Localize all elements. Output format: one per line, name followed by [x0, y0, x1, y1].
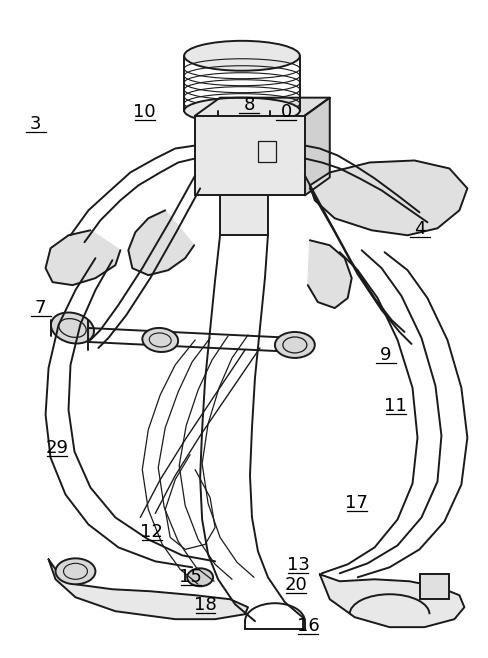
Bar: [258, 141, 275, 163]
Polygon shape: [45, 230, 120, 285]
Text: 3: 3: [30, 115, 41, 134]
Text: 29: 29: [45, 440, 68, 457]
Polygon shape: [304, 97, 329, 195]
Text: 11: 11: [384, 397, 406, 415]
Text: 13: 13: [286, 556, 309, 574]
Ellipse shape: [184, 97, 299, 124]
Text: 0: 0: [280, 103, 291, 122]
Ellipse shape: [274, 332, 314, 358]
Ellipse shape: [142, 328, 178, 352]
Ellipse shape: [51, 313, 94, 343]
Text: 10: 10: [133, 103, 156, 122]
Polygon shape: [307, 240, 351, 308]
Text: 18: 18: [194, 595, 216, 613]
Text: 8: 8: [243, 95, 255, 114]
Text: 9: 9: [379, 346, 391, 365]
Polygon shape: [319, 574, 464, 627]
Text: 16: 16: [296, 617, 319, 634]
Bar: [419, 574, 448, 599]
Polygon shape: [128, 211, 194, 275]
Text: 15: 15: [179, 568, 202, 586]
Text: 17: 17: [345, 494, 367, 512]
Bar: [220, 195, 267, 236]
Ellipse shape: [56, 559, 95, 584]
Text: 7: 7: [35, 299, 46, 317]
Bar: [195, 116, 304, 195]
Text: 4: 4: [413, 220, 425, 238]
Polygon shape: [48, 559, 247, 619]
Text: 20: 20: [284, 576, 306, 594]
Ellipse shape: [187, 569, 213, 586]
Polygon shape: [195, 97, 329, 116]
Text: 12: 12: [140, 523, 163, 542]
Ellipse shape: [184, 41, 299, 71]
Polygon shape: [309, 161, 467, 236]
